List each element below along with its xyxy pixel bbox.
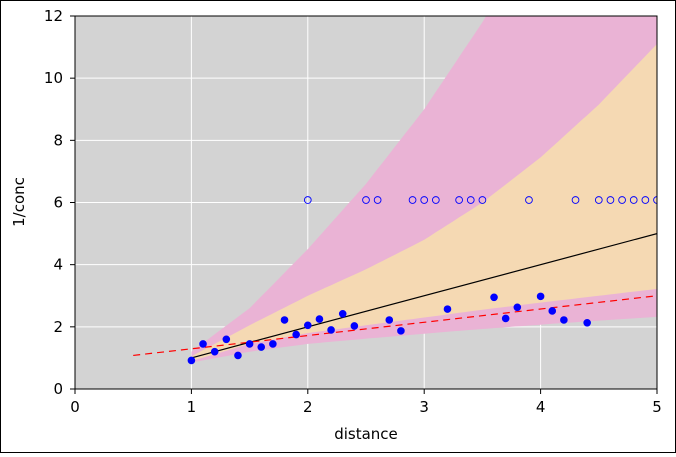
data-point: [269, 340, 277, 348]
censored-point: [618, 196, 626, 204]
data-point: [315, 315, 324, 323]
x-tick-label: 3: [419, 398, 429, 416]
censored-point: [629, 196, 638, 204]
dashed-line: [133, 295, 657, 357]
x-tick-label: 4: [536, 398, 546, 416]
inner-band: [191, 44, 657, 361]
data-point: [280, 316, 289, 324]
data-point: [327, 326, 335, 334]
y-tick-label: 8: [53, 131, 63, 149]
y-axis-label: 1/conc: [10, 177, 28, 227]
censored-point: [594, 196, 603, 204]
data-point: [292, 330, 300, 339]
x-tick-label: 2: [303, 398, 313, 416]
x-tick-label: 5: [652, 398, 662, 416]
data-point: [303, 321, 312, 330]
censored-point: [571, 196, 580, 204]
data-point: [199, 340, 207, 348]
data-point: [548, 307, 557, 315]
data-point: [501, 314, 510, 323]
data-point: [338, 309, 347, 318]
y-tick-label: 12: [44, 7, 63, 25]
censored-point: [408, 196, 417, 204]
y-tick-label: 2: [53, 318, 63, 336]
censored-point: [303, 196, 312, 204]
data-point: [397, 327, 405, 335]
censored-point: [606, 196, 615, 204]
data-point: [222, 335, 231, 344]
x-tick-label: 0: [70, 398, 80, 416]
data-point: [583, 318, 591, 327]
censored-point: [373, 196, 382, 204]
censored-point: [420, 196, 429, 204]
x-axis-label: distance: [334, 425, 398, 443]
data-point: [560, 316, 568, 324]
censored-point: [455, 196, 463, 204]
data-point: [257, 343, 266, 351]
data-point: [513, 303, 522, 312]
data-point: [385, 316, 394, 324]
data-point: [350, 322, 359, 330]
x-tick-label: 1: [187, 398, 197, 416]
y-tick-label: 6: [53, 194, 63, 212]
data-point: [245, 340, 254, 348]
censored-point: [431, 196, 440, 204]
fit-line: [191, 233, 657, 359]
y-tick-label: 4: [53, 256, 63, 274]
censored-point: [641, 196, 650, 204]
data-point: [234, 351, 242, 360]
data-point: [490, 293, 498, 302]
y-tick-label: 0: [53, 380, 63, 398]
censored-point: [478, 196, 487, 204]
data-point: [210, 347, 219, 356]
censored-point: [362, 196, 370, 204]
data-point: [187, 356, 196, 365]
censored-point: [525, 196, 533, 204]
data-point: [443, 305, 452, 313]
y-tick-label: 10: [44, 69, 63, 87]
data-point: [536, 292, 545, 301]
censored-point: [466, 196, 475, 204]
